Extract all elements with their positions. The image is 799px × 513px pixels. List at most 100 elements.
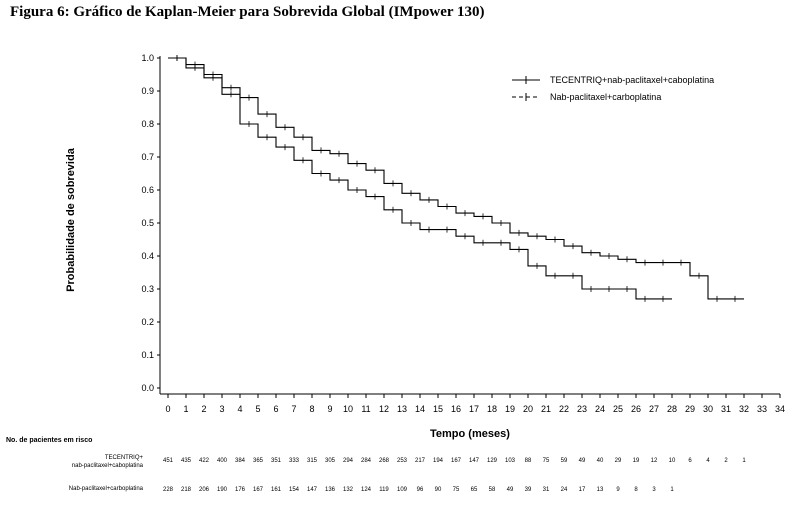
x-tick-label: 27 (649, 404, 659, 414)
risk-value: 1 (670, 487, 674, 493)
x-tick-label: 20 (523, 404, 533, 414)
y-axis-label: Probabilidade de sobrevida (65, 148, 77, 292)
y-tick-label: 0.3 (141, 284, 154, 294)
x-tick-label: 30 (703, 404, 713, 414)
risk-value: 284 (361, 458, 372, 464)
x-tick-label: 28 (667, 404, 677, 414)
risk-value: 129 (487, 458, 498, 464)
risk-value: 217 (415, 458, 426, 464)
x-tick-label: 4 (237, 404, 242, 414)
x-tick-label: 26 (631, 404, 641, 414)
risk-value: 109 (397, 487, 408, 493)
risk-value: 333 (289, 458, 300, 464)
x-tick-label: 17 (469, 404, 479, 414)
risk-table-values: 451 435 422 400 384 365 351 333 315 305 294 284 268 2… (163, 458, 746, 493)
risk-value: 90 (435, 487, 442, 493)
risk-value: 29 (615, 458, 622, 464)
legend-label-1: TECENTRIQ+nab-paclitaxel+caboplatina (550, 75, 714, 85)
x-tick-label: 18 (487, 404, 497, 414)
x-tick-label: 3 (219, 404, 224, 414)
y-tick-label: 0.9 (141, 86, 154, 96)
risk-value: 96 (417, 487, 424, 493)
risk-value: 147 (469, 458, 480, 464)
risk-row-2-label: Nab-paclitaxel+carboplatina (68, 486, 143, 492)
risk-value: 253 (397, 458, 408, 464)
x-tick-label: 2 (201, 404, 206, 414)
risk-value: 194 (433, 458, 444, 464)
risk-value: 422 (199, 458, 210, 464)
risk-value: 1 (742, 458, 746, 464)
risk-value: 75 (543, 458, 550, 464)
risk-value: 2 (724, 458, 728, 464)
risk-value: 228 (163, 487, 174, 493)
risk-value: 161 (271, 487, 282, 493)
risk-value: 124 (361, 487, 372, 493)
risk-value: 400 (217, 458, 228, 464)
x-tick-label: 32 (739, 404, 749, 414)
risk-value: 176 (235, 487, 246, 493)
risk-value: 31 (543, 487, 550, 493)
risk-value: 75 (453, 487, 460, 493)
risk-value: 39 (525, 487, 532, 493)
risk-value: 9 (616, 487, 620, 493)
y-ticks: 0.0 0.1 0.2 0.3 0.4 0.5 0.6 0.7 0.8 0.9 1.0 (141, 53, 160, 393)
risk-value: 384 (235, 458, 246, 464)
x-tick-label: 25 (613, 404, 623, 414)
x-tick-label: 16 (451, 404, 461, 414)
risk-value: 315 (307, 458, 318, 464)
y-axis-label-wrap: Probabilidade de sobrevida (60, 90, 82, 350)
x-tick-label: 11 (361, 404, 370, 414)
risk-value: 154 (289, 487, 300, 493)
risk-value: 12 (651, 458, 658, 464)
risk-value: 4 (706, 458, 710, 464)
risk-table-title: No. de pacientes em risco (6, 437, 93, 444)
risk-value: 365 (253, 458, 264, 464)
x-axis-label: Tempo (meses) (430, 428, 510, 440)
risk-value: 59 (561, 458, 568, 464)
x-tick-label: 19 (505, 404, 515, 414)
risk-value: 88 (525, 458, 532, 464)
risk-value: 24 (561, 487, 568, 493)
x-tick-label: 1 (183, 404, 188, 414)
y-tick-label: 0.5 (141, 218, 154, 228)
x-tick-label: 0 (165, 404, 170, 414)
legend: TECENTRIQ+nab-paclitaxel+caboplatina Nab-… (512, 75, 714, 102)
risk-value: 49 (579, 458, 586, 464)
x-tick-label: 10 (343, 404, 353, 414)
y-tick-label: 0.7 (141, 152, 154, 162)
risk-row-1-label-line1: TECENTRIQ+ (104, 455, 143, 461)
y-tick-label: 0.8 (141, 119, 154, 129)
y-tick-label: 0.0 (141, 383, 154, 393)
x-tick-label: 6 (273, 404, 278, 414)
risk-value: 132 (343, 487, 354, 493)
risk-value: 305 (325, 458, 336, 464)
series-line-1 (168, 57, 744, 300)
x-tick-label: 22 (559, 404, 569, 414)
risk-value: 167 (253, 487, 264, 493)
risk-value: 17 (579, 487, 586, 493)
risk-value: 268 (379, 458, 390, 464)
risk-value: 218 (181, 487, 192, 493)
figure-title: Figura 6: Gráfico de Kaplan-Meier para S… (10, 4, 485, 20)
x-tick-label: 5 (255, 404, 260, 414)
x-tick-label: 9 (327, 404, 332, 414)
x-tick-label: 7 (291, 404, 296, 414)
axes (159, 56, 780, 395)
risk-value: 451 (163, 458, 174, 464)
risk-value: 147 (307, 487, 318, 493)
risk-value: 49 (507, 487, 514, 493)
x-tick-label: 24 (595, 404, 605, 414)
x-tick-label: 29 (685, 404, 695, 414)
risk-value: 136 (325, 487, 336, 493)
risk-value: 103 (505, 458, 516, 464)
y-tick-label: 0.2 (141, 317, 154, 327)
risk-value: 435 (181, 458, 192, 464)
risk-value: 351 (271, 458, 282, 464)
y-tick-label: 1.0 (141, 53, 154, 63)
risk-value: 58 (489, 487, 496, 493)
risk-value: 19 (633, 458, 640, 464)
x-tick-label: 13 (397, 404, 407, 414)
x-tick-label: 12 (379, 404, 389, 414)
x-tick-label: 33 (757, 404, 767, 414)
risk-value: 167 (451, 458, 462, 464)
